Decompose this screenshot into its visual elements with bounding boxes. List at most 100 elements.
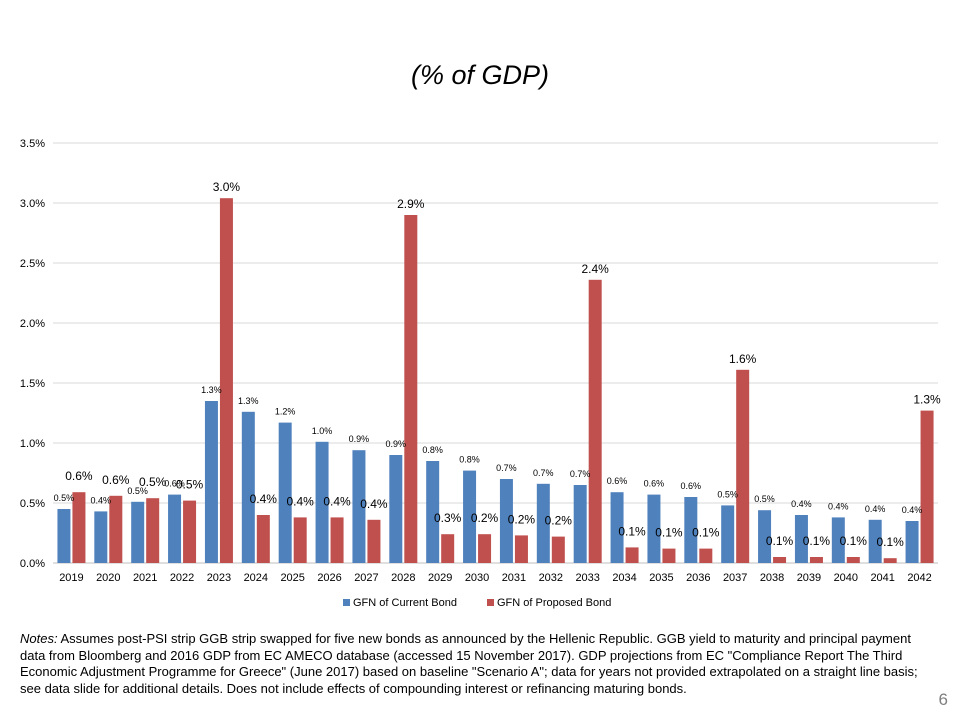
notes-body: Assumes post-PSI strip GGB strip swapped… (20, 631, 918, 696)
data-label-proposed: 0.6% (102, 473, 130, 487)
data-label-current: 0.4% (91, 495, 112, 505)
bar-current-bond (463, 470, 477, 563)
bar-proposed-bond (920, 410, 934, 563)
x-tick-label: 2037 (723, 572, 747, 584)
legend-label-proposed: GFN of Proposed Bond (497, 597, 611, 609)
bar-proposed-bond (883, 558, 897, 563)
bar-current-bond (241, 411, 255, 563)
data-label-proposed: 0.4% (250, 492, 278, 506)
page-number: 6 (938, 690, 948, 709)
x-tick-label: 2033 (575, 572, 599, 584)
data-label-current: 0.7% (496, 463, 517, 473)
data-label-current: 0.6% (607, 476, 628, 486)
x-tick-label: 2024 (244, 572, 268, 584)
data-label-current: 0.8% (459, 455, 480, 465)
data-label-current: 0.7% (570, 469, 591, 479)
bar-current-bond (905, 521, 919, 563)
legend-swatch-current (343, 599, 350, 606)
data-label-current: 0.5% (717, 489, 738, 499)
bar-proposed-bond (219, 198, 233, 563)
bar-current-bond (426, 461, 440, 563)
data-label-proposed: 0.4% (360, 497, 388, 511)
x-tick-label: 2040 (834, 572, 858, 584)
data-label-current: 0.4% (865, 504, 886, 514)
y-tick-label: 2.0% (20, 318, 45, 330)
bar-proposed-bond (293, 517, 307, 563)
x-tick-label: 2022 (170, 572, 194, 584)
x-tick-label: 2036 (686, 572, 710, 584)
bar-proposed-bond (514, 535, 528, 563)
data-label-proposed: 1.6% (729, 352, 757, 366)
y-tick-label: 3.5% (20, 138, 45, 150)
legend-label-current: GFN of Current Bond (353, 597, 457, 609)
data-label-current: 0.5% (54, 493, 75, 503)
x-tick-label: 2025 (280, 572, 304, 584)
x-tick-label: 2035 (649, 572, 673, 584)
data-label-proposed: 1.3% (913, 393, 941, 407)
data-label-proposed: 0.1% (692, 526, 720, 540)
x-tick-label: 2019 (59, 572, 83, 584)
x-tick-label: 2030 (465, 572, 489, 584)
bar-proposed-bond (736, 369, 750, 563)
data-label-proposed: 3.0% (213, 180, 241, 194)
bar-chart: 0.0% 0.5% 1.0% 1.5% 2.0% 2.5% 3.0% 3.5% 2019 2020… (20, 138, 941, 609)
bar-current-bond (647, 494, 661, 563)
data-label-proposed: 0.2% (508, 512, 536, 526)
data-label-proposed: 0.1% (655, 526, 683, 540)
data-label-current: 0.9% (386, 439, 407, 449)
bar-proposed-bond (662, 548, 676, 563)
data-label-proposed: 2.9% (397, 197, 425, 211)
bar-current-bond (831, 517, 845, 563)
bar-current-bond (499, 479, 513, 563)
x-tick-label: 2027 (354, 572, 378, 584)
x-tick-label: 2042 (907, 572, 931, 584)
bar-proposed-bond (256, 515, 270, 563)
data-label-current: 1.0% (312, 426, 333, 436)
data-label-current: 1.2% (275, 407, 296, 417)
y-tick-label: 0.5% (20, 498, 45, 510)
bar-proposed-bond (183, 500, 197, 563)
data-label-proposed: 0.1% (877, 535, 905, 549)
data-label-proposed: 0.4% (323, 494, 351, 508)
notes-text: Notes: Assumes post-PSI strip GGB strip … (20, 631, 925, 697)
data-label-current: 1.3% (238, 396, 259, 406)
data-label-current: 0.8% (422, 445, 443, 455)
x-tick-label: 2026 (317, 572, 341, 584)
bar-proposed-bond (367, 519, 381, 563)
bar-current-bond (131, 501, 145, 563)
bar-current-bond (573, 485, 587, 563)
y-tick-label: 2.5% (20, 258, 45, 270)
x-tick-label: 2023 (207, 572, 231, 584)
data-label-proposed: 2.4% (582, 262, 610, 276)
bar-current-bond (794, 515, 808, 563)
y-tick-label: 3.0% (20, 198, 45, 210)
data-label-current: 0.9% (349, 434, 370, 444)
bar-current-bond (168, 494, 182, 563)
data-label-current: 0.5% (127, 486, 148, 496)
bar-current-bond (57, 509, 71, 563)
bar-current-bond (315, 441, 329, 563)
data-label-proposed: 0.2% (471, 511, 499, 525)
bar-proposed-bond (625, 547, 639, 563)
bar-current-bond (94, 511, 108, 563)
y-tick-label: 1.0% (20, 438, 45, 450)
data-label-proposed: 0.3% (434, 511, 462, 525)
bar-current-bond (204, 401, 218, 563)
x-tick-label: 2038 (760, 572, 784, 584)
bar-current-bond (389, 455, 403, 563)
data-label-current: 0.4% (828, 501, 849, 511)
x-tick-label: 2028 (391, 572, 415, 584)
bar-proposed-bond (146, 498, 160, 563)
data-label-proposed: 0.5% (176, 478, 204, 492)
data-label-current: 0.7% (533, 468, 554, 478)
y-tick-label: 0.0% (20, 558, 45, 570)
bar-proposed-bond (441, 534, 455, 563)
bar-current-bond (758, 510, 772, 563)
x-tick-label: 2039 (797, 572, 821, 584)
data-label-proposed: 0.1% (840, 534, 868, 548)
x-tick-label: 2034 (612, 572, 636, 584)
bar-proposed-bond (109, 495, 123, 563)
bar-current-bond (868, 519, 882, 563)
data-label-proposed: 0.1% (803, 534, 831, 548)
data-label-current: 0.4% (791, 499, 812, 509)
